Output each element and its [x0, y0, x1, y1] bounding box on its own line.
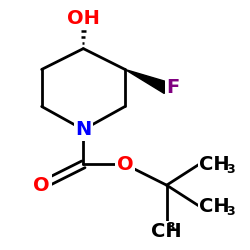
Text: OH: OH — [67, 9, 100, 28]
Text: O: O — [117, 155, 133, 174]
Text: N: N — [75, 120, 92, 139]
Text: CH: CH — [151, 222, 182, 241]
Text: F: F — [167, 78, 180, 98]
Polygon shape — [125, 70, 169, 94]
Text: 3: 3 — [167, 221, 175, 234]
Text: O: O — [33, 176, 50, 195]
Text: CH: CH — [199, 155, 230, 174]
Text: 3: 3 — [226, 204, 234, 218]
Text: 3: 3 — [226, 163, 234, 176]
Text: CH: CH — [199, 196, 230, 216]
